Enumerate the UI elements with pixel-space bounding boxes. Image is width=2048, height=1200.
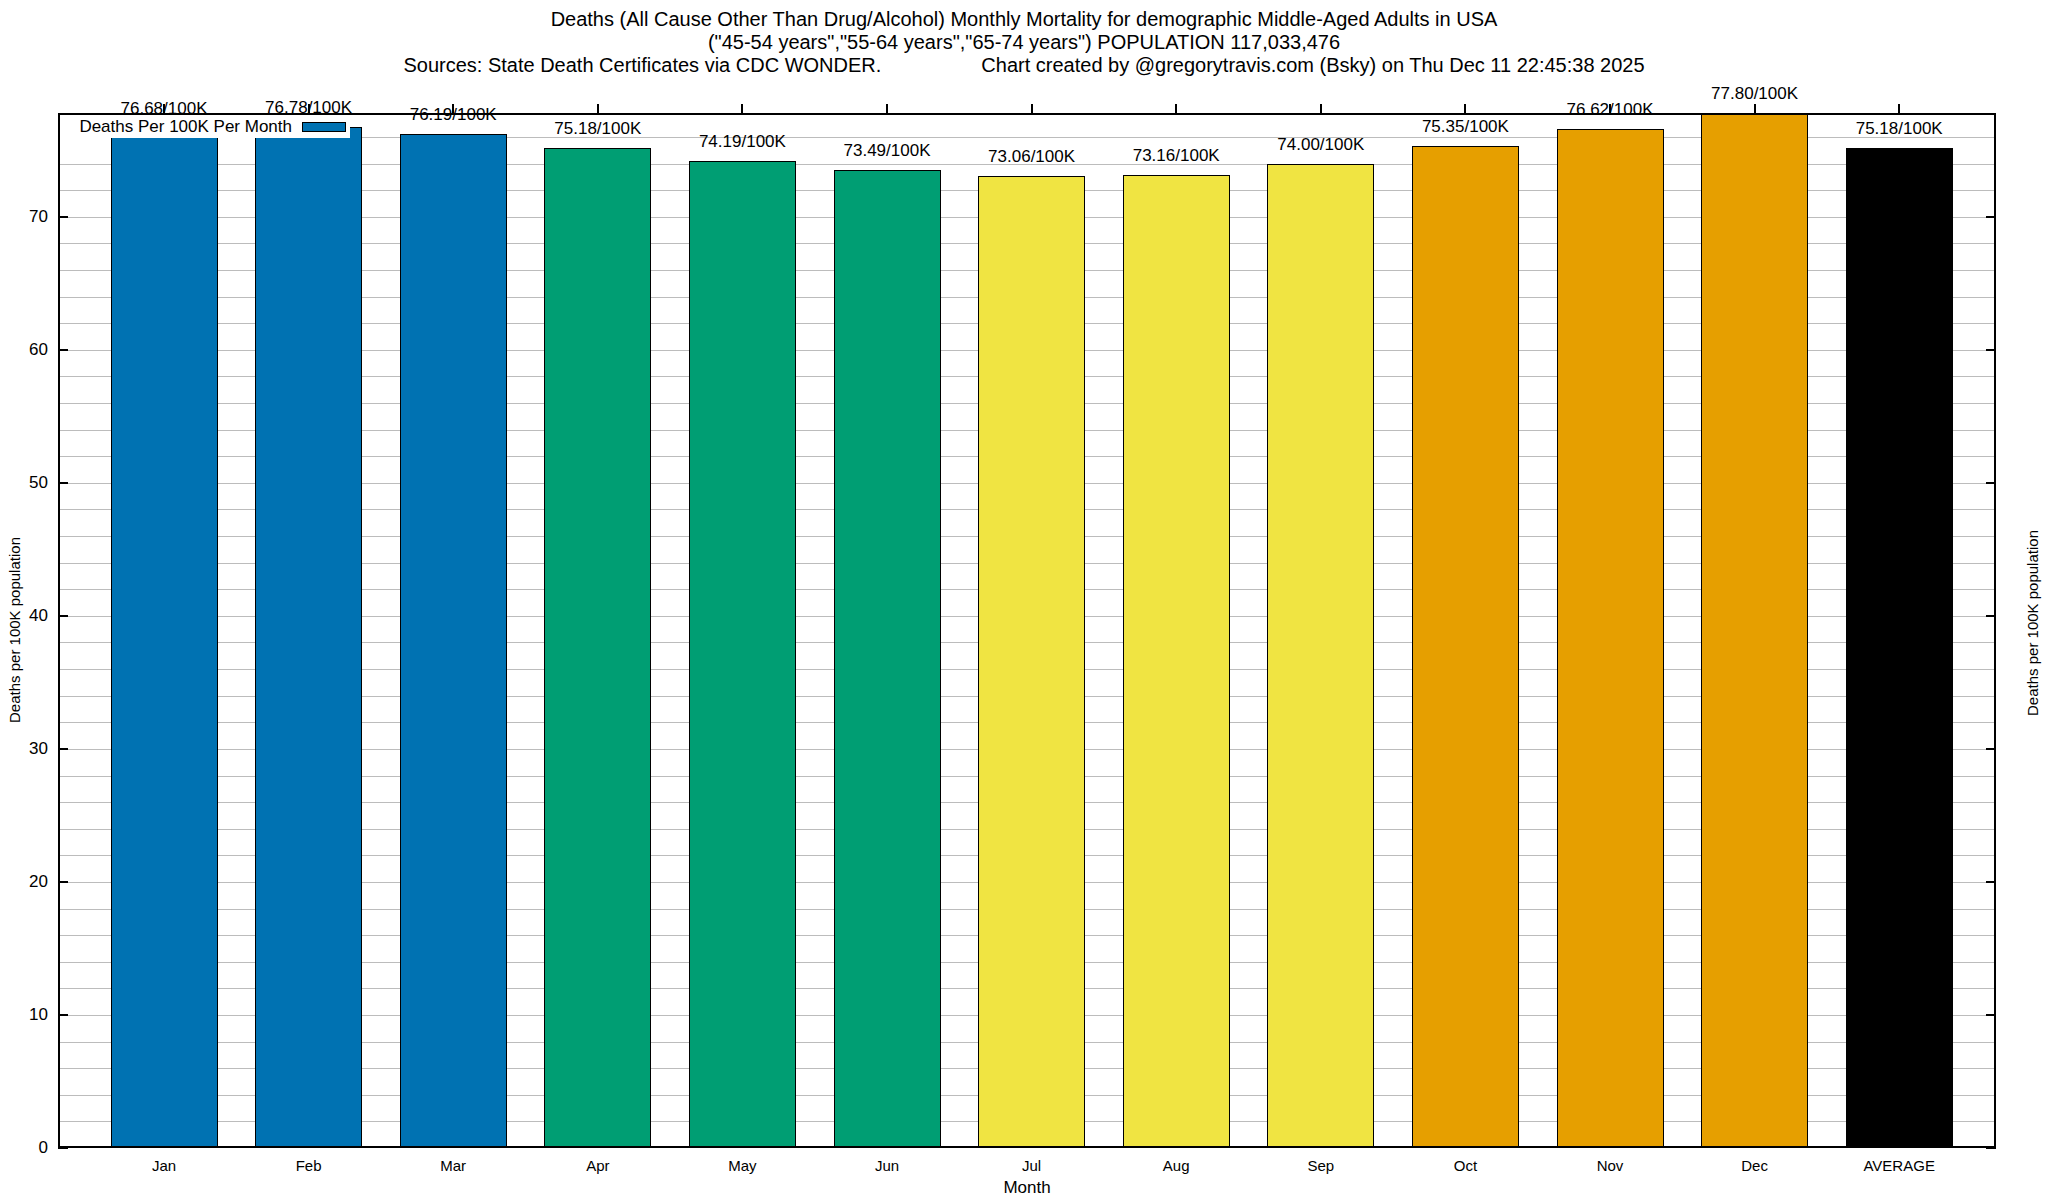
bar-value-label: 75.35/100K (1385, 116, 1545, 138)
x-tick-mark (1175, 104, 1177, 113)
bar-value-label: 75.18/100K (518, 118, 678, 140)
y-tick-mark (58, 881, 68, 883)
x-axis-label: Month (58, 1178, 1996, 1198)
x-tick-mark (1898, 104, 1900, 113)
x-tick-label: Oct (1393, 1156, 1537, 1176)
x-tick-mark (1754, 104, 1756, 113)
y-tick-mark-right (1986, 615, 1996, 617)
y-tick-label: 60 (2, 340, 48, 360)
y-tick-mark (58, 1014, 68, 1016)
bar-dec (1701, 113, 1808, 1148)
bar-value-label: 74.19/100K (662, 131, 822, 153)
bar-apr (544, 148, 651, 1148)
x-tick-mark (1031, 104, 1033, 113)
chart-sources-text: Sources: State Death Certificates via CD… (403, 54, 881, 77)
y-tick-mark (58, 615, 68, 617)
y-tick-mark (58, 748, 68, 750)
bar-sep (1267, 164, 1374, 1148)
y-tick-mark (58, 349, 68, 351)
y-tick-mark (58, 482, 68, 484)
chart-title-line1: Deaths (All Cause Other Than Drug/Alcoho… (0, 8, 2048, 31)
bar-nov (1557, 129, 1664, 1148)
x-tick-label: May (670, 1156, 814, 1176)
x-tick-label: AVERAGE (1827, 1156, 1971, 1176)
y-tick-mark-right (1986, 1014, 1996, 1016)
x-tick-label: Jan (92, 1156, 236, 1176)
y-tick-label: 10 (2, 1005, 48, 1025)
x-tick-mark (597, 104, 599, 113)
y-tick-label: 50 (2, 473, 48, 493)
bar-jul (978, 176, 1085, 1148)
x-tick-label: Jul (960, 1156, 1104, 1176)
y-tick-label: 40 (2, 606, 48, 626)
bar-value-label: 76.62/100K (1530, 99, 1690, 121)
chart-credit-text: Chart created by @gregorytravis.com (Bsk… (981, 54, 1644, 77)
y-tick-label: 30 (2, 739, 48, 759)
bar-value-label: 75.18/100K (1819, 118, 1979, 140)
bar-value-label: 74.00/100K (1241, 134, 1401, 156)
x-tick-mark (741, 104, 743, 113)
x-tick-label: Dec (1683, 1156, 1827, 1176)
x-tick-label: Mar (381, 1156, 525, 1176)
x-tick-label: Feb (237, 1156, 381, 1176)
y-tick-mark-right (1986, 482, 1996, 484)
y-tick-mark-right (1986, 349, 1996, 351)
bar-oct (1412, 146, 1519, 1148)
bar-feb (255, 127, 362, 1148)
y-tick-mark-right (1986, 216, 1996, 218)
x-tick-label: Jun (815, 1156, 959, 1176)
y-tick-mark-right (1986, 1147, 1996, 1149)
x-tick-mark (1464, 104, 1466, 113)
x-tick-label: Apr (526, 1156, 670, 1176)
chart-title-line3: Sources: State Death Certificates via CD… (0, 54, 2048, 77)
bar-value-label: 76.68/100K (84, 98, 244, 120)
x-tick-label: Nov (1538, 1156, 1682, 1176)
x-tick-mark (1320, 104, 1322, 113)
y-axis-label-right: Deaths per 100K population (2032, 623, 2048, 640)
bar-value-label: 73.16/100K (1096, 145, 1256, 167)
bar-value-label: 73.06/100K (952, 146, 1112, 168)
x-tick-label: Sep (1249, 1156, 1393, 1176)
bar-aug (1123, 175, 1230, 1148)
y-tick-mark-right (1986, 881, 1996, 883)
bar-value-label: 76.19/100K (373, 104, 533, 126)
bar-jun (834, 170, 941, 1148)
bar-mar (400, 134, 507, 1148)
y-tick-mark (58, 216, 68, 218)
bar-may (689, 161, 796, 1148)
bar-value-label: 76.78/100K (229, 97, 389, 119)
x-tick-mark (886, 104, 888, 113)
chart-header: Deaths (All Cause Other Than Drug/Alcoho… (0, 8, 2048, 77)
mortality-bar-chart: Deaths (All Cause Other Than Drug/Alcoho… (0, 0, 2048, 1200)
y-tick-mark (58, 1147, 68, 1149)
legend-swatch-icon (302, 122, 346, 132)
bar-value-label: 73.49/100K (807, 140, 967, 162)
bar-average (1846, 148, 1953, 1148)
plot-area: 76.68/100K76.78/100K76.19/100K75.18/100K… (58, 113, 1996, 1148)
y-tick-label: 0 (2, 1138, 48, 1158)
bar-value-label: 77.80/100K (1675, 83, 1835, 105)
y-tick-label: 20 (2, 872, 48, 892)
y-tick-mark-right (1986, 748, 1996, 750)
chart-title-line2: ("45-54 years","55-64 years","65-74 year… (0, 31, 2048, 54)
x-tick-label: Aug (1104, 1156, 1248, 1176)
y-tick-label: 70 (2, 207, 48, 227)
bar-jan (111, 128, 218, 1148)
